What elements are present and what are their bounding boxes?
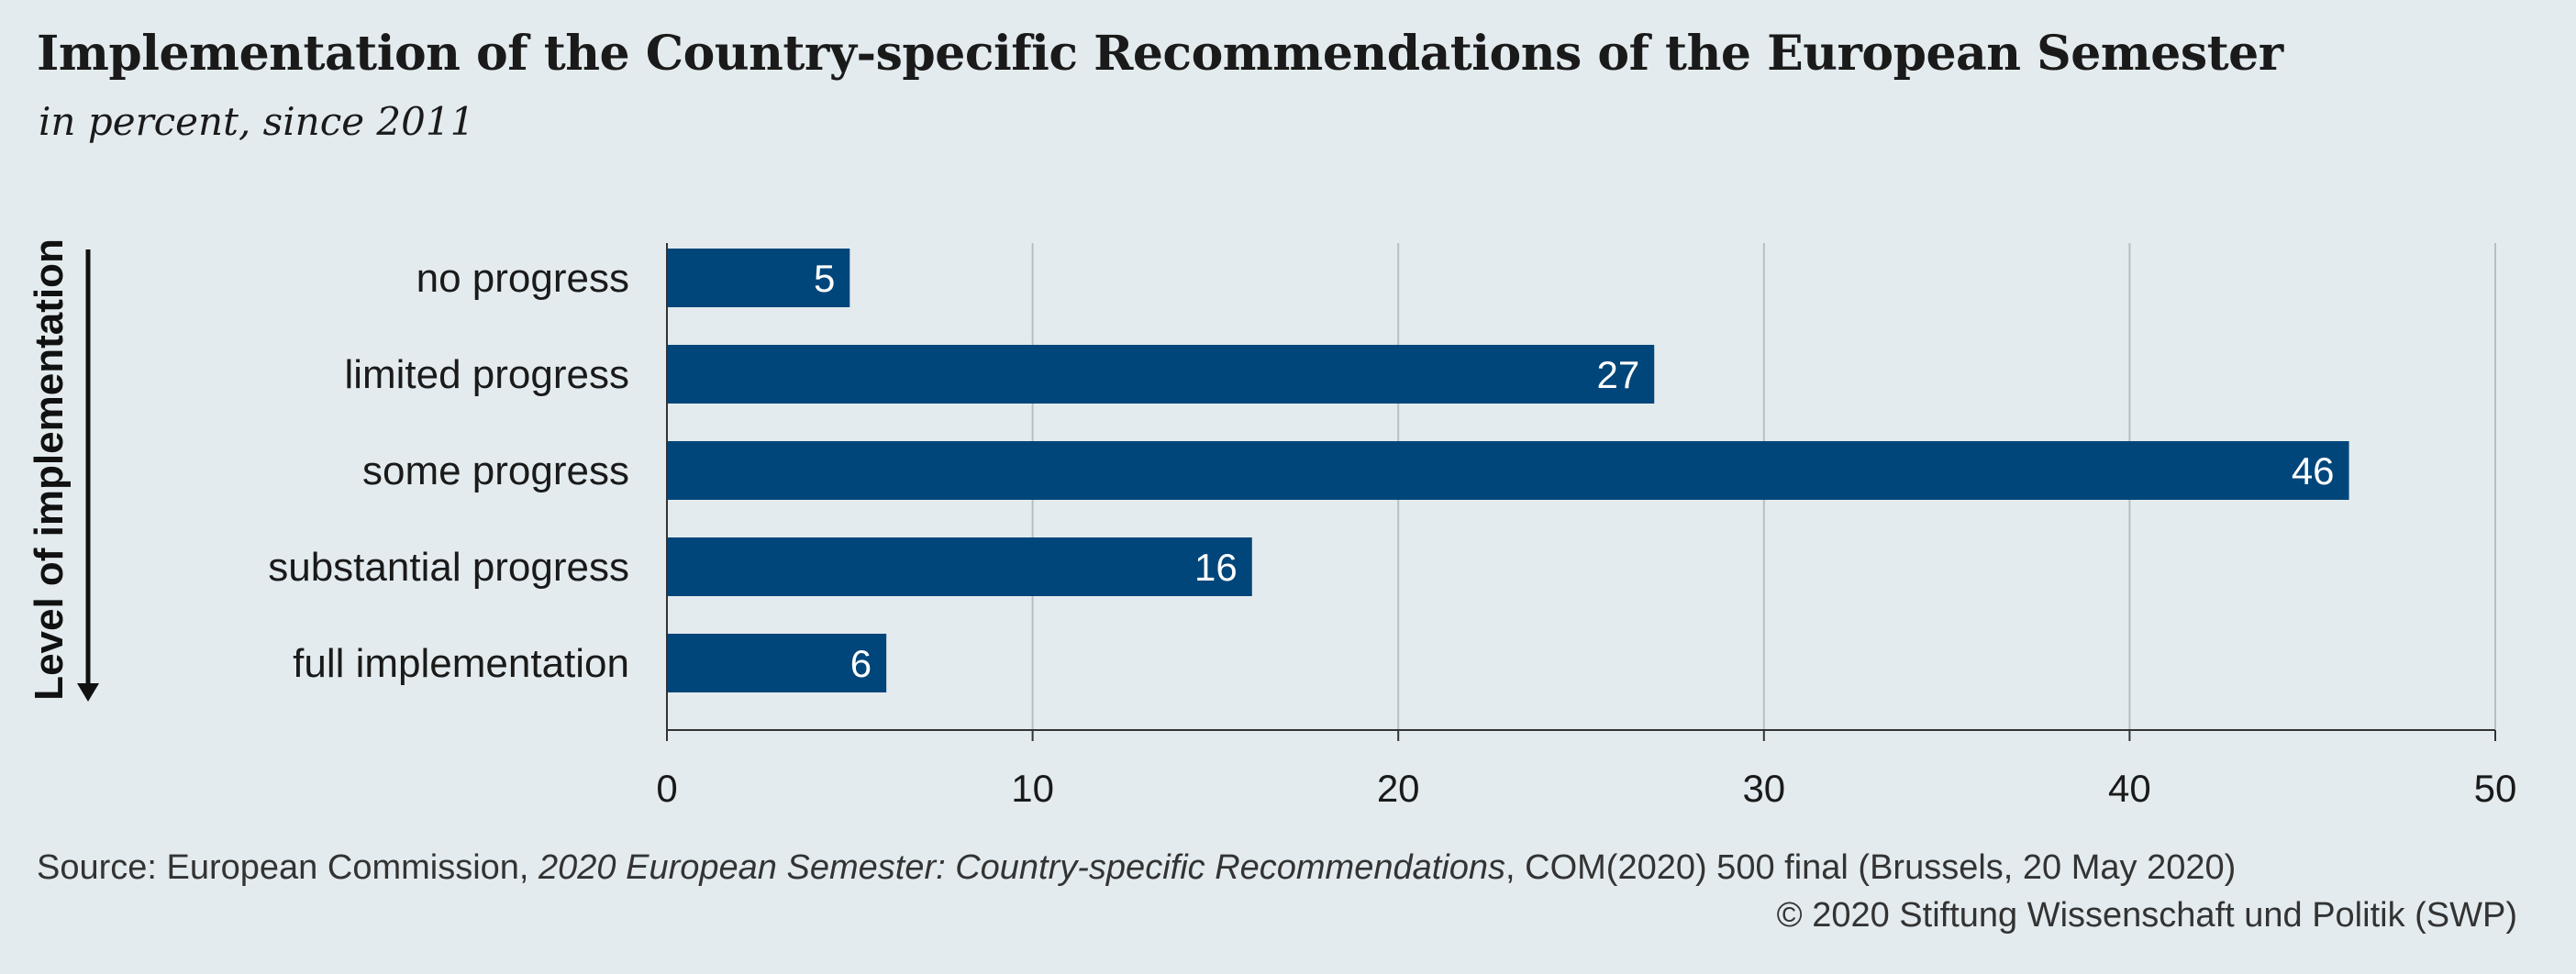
category-label: substantial progress bbox=[268, 545, 629, 590]
bar bbox=[667, 345, 1655, 404]
chart-subtitle: in percent, since 2011 bbox=[39, 99, 475, 144]
copyright-notice: © 2020 Stiftung Wissenschaft und Politik… bbox=[1776, 896, 2517, 935]
category-label: full implementation bbox=[293, 641, 629, 686]
x-tick-label: 10 bbox=[1011, 767, 1054, 810]
x-tick-label: 0 bbox=[656, 767, 677, 810]
x-tick-label: 50 bbox=[2474, 767, 2517, 810]
bar-value-label: 27 bbox=[1597, 353, 1640, 396]
chart-title: Implementation of the Country-specific R… bbox=[37, 26, 2283, 82]
bar bbox=[667, 441, 2349, 500]
bar-chart: 5 no progress 27 limited progress 46 some pro… bbox=[27, 238, 2517, 810]
category-label: some progress bbox=[362, 448, 629, 493]
source-publication: 2020 European Semester: Country-specific… bbox=[539, 848, 1506, 887]
source-prefix: Source: European Commission, bbox=[37, 848, 539, 887]
x-tick-label: 30 bbox=[1742, 767, 1785, 810]
bar-value-label: 6 bbox=[850, 642, 872, 685]
category-label: no progress bbox=[416, 256, 629, 301]
arrow-down-icon bbox=[77, 683, 99, 702]
y-axis-title: Level of implementation bbox=[27, 238, 72, 701]
x-tick-label: 40 bbox=[2108, 767, 2151, 810]
bar bbox=[667, 537, 1252, 596]
source-note: Source: European Commission, 2020 Europe… bbox=[37, 844, 2236, 891]
bar-value-label: 5 bbox=[814, 257, 835, 300]
bar bbox=[667, 634, 887, 692]
bar bbox=[667, 249, 850, 307]
category-label: limited progress bbox=[344, 352, 629, 397]
bar-value-label: 16 bbox=[1194, 546, 1238, 589]
source-suffix: , COM(2020) 500 final (Brussels, 20 May … bbox=[1505, 848, 2237, 887]
bar-value-label: 46 bbox=[2292, 449, 2335, 493]
x-tick-label: 20 bbox=[1377, 767, 1420, 810]
